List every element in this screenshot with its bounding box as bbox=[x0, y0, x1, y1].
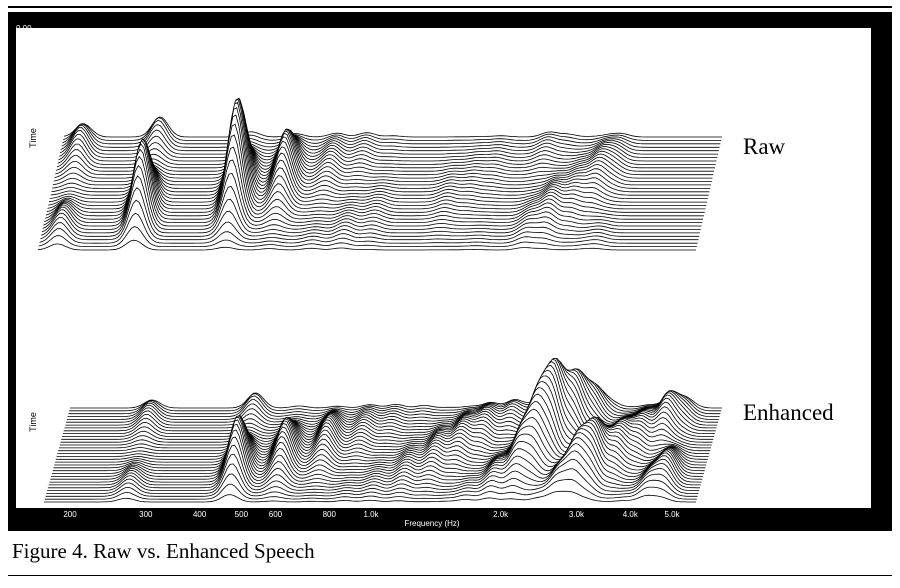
x-tick-label: 1.0k bbox=[363, 510, 379, 519]
waterfall-trace bbox=[47, 114, 706, 210]
y-tick-label: 0.00 bbox=[16, 24, 32, 33]
waterfall-trace bbox=[55, 123, 714, 176]
y-tick-label: 0.00 bbox=[16, 330, 32, 339]
waterfall-trace bbox=[58, 130, 717, 162]
waterfall-trace bbox=[60, 127, 719, 152]
waterfall-trace bbox=[57, 129, 716, 165]
waterfall-trace bbox=[37, 239, 696, 251]
waterfall-trace bbox=[44, 478, 697, 500]
axes: 0.00 0.68 Time 0.00 0.68 Time 200 300 400 500 600 8… bbox=[16, 24, 681, 528]
top-rule bbox=[8, 6, 892, 8]
waterfall-trace bbox=[41, 187, 700, 237]
enhanced-panel-label: Enhanced bbox=[743, 400, 834, 425]
waterfall-trace bbox=[63, 117, 722, 141]
waterfall-trace bbox=[38, 226, 697, 248]
x-tick-label: 400 bbox=[193, 510, 207, 519]
waterfall-trace bbox=[62, 119, 721, 145]
x-tick-label: 3.0k bbox=[569, 510, 585, 519]
waterfall-trace bbox=[44, 143, 704, 220]
waterfall-trace bbox=[45, 134, 704, 217]
x-tick-label: 300 bbox=[139, 510, 153, 519]
waterfall-trace bbox=[47, 443, 700, 489]
raw-waterfall bbox=[37, 97, 722, 251]
x-tick-label: 4.0k bbox=[623, 510, 639, 519]
waterfall-trace bbox=[51, 98, 710, 193]
waterfall-trace bbox=[59, 131, 718, 158]
waterfall-trace bbox=[52, 101, 711, 189]
x-tick-label: 200 bbox=[63, 510, 77, 519]
y-axis-label: Time bbox=[28, 128, 38, 148]
x-tick-label: 2.0k bbox=[493, 510, 509, 519]
raw-panel-label: Raw bbox=[743, 134, 786, 159]
waterfall-trace bbox=[39, 212, 698, 244]
enhanced-waterfall bbox=[44, 357, 722, 503]
waterfall-trace bbox=[44, 490, 696, 503]
x-tick-label: 600 bbox=[269, 510, 283, 519]
waterfall-trace bbox=[46, 123, 705, 213]
x-tick-label: 5.0k bbox=[664, 510, 680, 519]
waterfall-trace bbox=[63, 116, 722, 138]
waterfall-trace bbox=[61, 124, 720, 148]
x-tick-label: 500 bbox=[235, 510, 249, 519]
x-tick-label: 800 bbox=[323, 510, 337, 519]
waterfall-trace bbox=[40, 199, 699, 241]
waterfall-trace bbox=[59, 130, 719, 155]
waterfall-trace bbox=[49, 98, 708, 200]
waterfall-trace bbox=[42, 164, 701, 230]
y-axis-label: Time bbox=[28, 412, 38, 432]
y-tick-label: 0.68 bbox=[16, 246, 32, 255]
waterfall-trace bbox=[45, 468, 698, 497]
y-tick-label: 0.68 bbox=[16, 500, 32, 509]
waterfall-trace bbox=[54, 116, 713, 179]
waterfall-trace bbox=[48, 436, 701, 486]
waterfall-trace bbox=[55, 128, 715, 172]
waterfall-trace bbox=[49, 429, 702, 483]
bottom-rule bbox=[8, 575, 892, 576]
waterfall-trace bbox=[48, 101, 707, 203]
waterfall-trace bbox=[44, 148, 703, 224]
waterfall-trace bbox=[56, 128, 715, 169]
waterfall-trace bbox=[48, 107, 707, 206]
waterfall-trace bbox=[52, 105, 711, 186]
waterfall-trace bbox=[53, 110, 712, 182]
waterfall-trace bbox=[43, 155, 702, 227]
waterfall-plot: 0.00 0.68 Time 0.00 0.68 Time 200 300 400 500 600 8… bbox=[16, 24, 871, 528]
x-axis-label: Frequency (Hz) bbox=[404, 519, 459, 528]
figure-frame: 0.00 0.68 Time 0.00 0.68 Time 200 300 400 500 600 8… bbox=[8, 12, 892, 531]
waterfall-trace bbox=[41, 175, 700, 234]
waterfall-trace bbox=[50, 97, 709, 196]
figure-caption: Figure 4. Raw vs. Enhanced Speech bbox=[12, 539, 315, 563]
